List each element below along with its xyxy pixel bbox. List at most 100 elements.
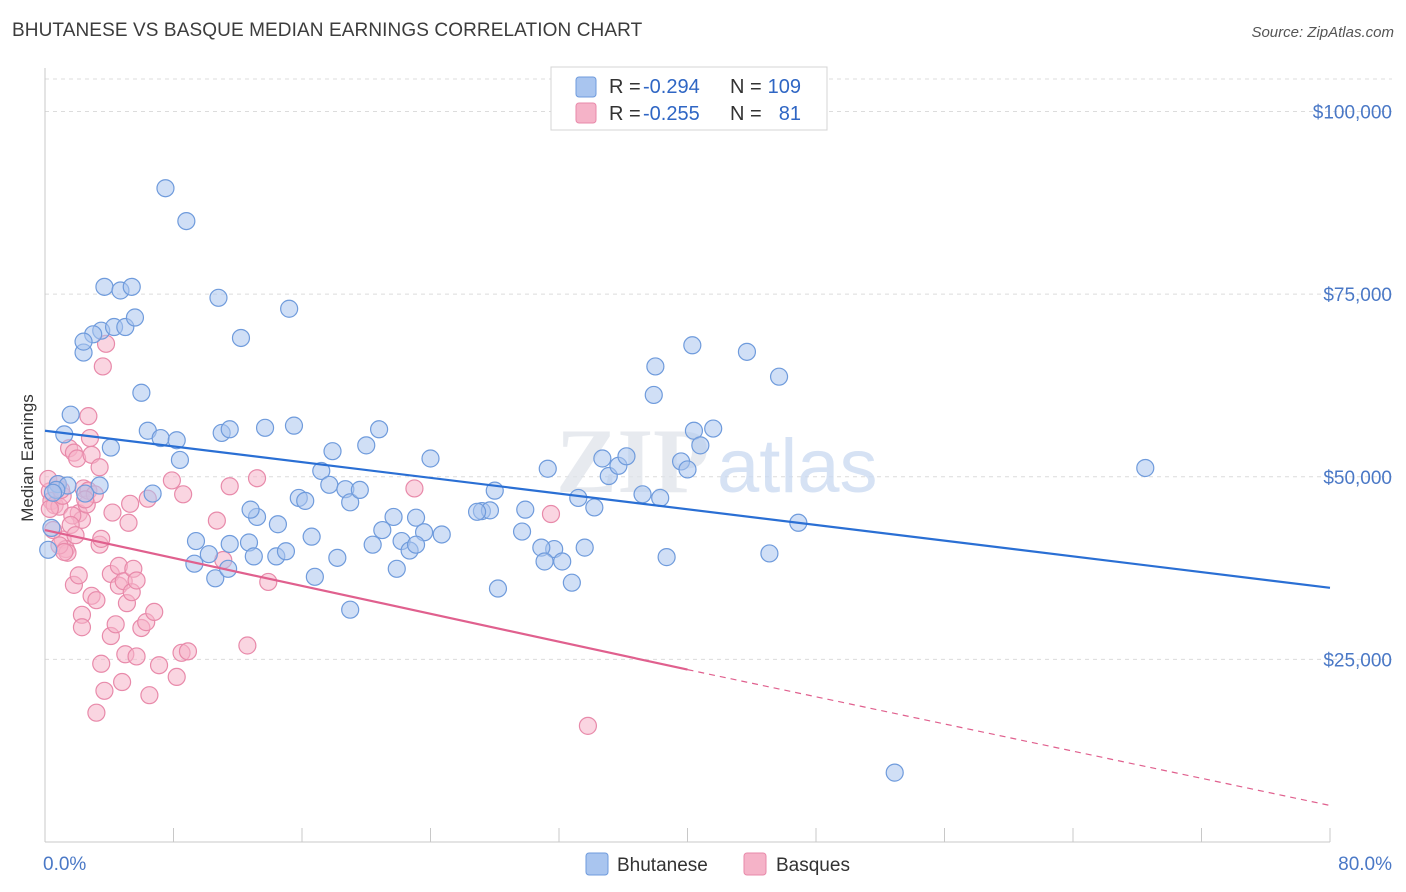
point-bhutanese-59 [562, 573, 581, 592]
point-bhutanese-70 [651, 488, 670, 508]
point-bhutanese-99 [387, 559, 406, 578]
point-bhutanese-12 [231, 328, 251, 348]
point-basques-41 [127, 571, 146, 590]
point-bhutanese-88 [220, 534, 239, 554]
point-bhutanese-77 [704, 419, 723, 438]
chart-title: BHUTANESE VS BASQUE MEDIAN EARNINGS CORR… [12, 20, 643, 41]
point-basques-48 [106, 615, 125, 634]
point-bhutanese-67 [633, 485, 652, 504]
chart-source: Source: ZipAtlas.com [1251, 24, 1394, 41]
point-bhutanese-73 [678, 460, 697, 479]
trend-line-basques [44, 529, 688, 671]
point-basques-19 [93, 357, 112, 376]
point-bhutanese-50 [432, 525, 451, 544]
legend-n-label-2: N = [730, 103, 762, 125]
point-bhutanese-94 [305, 567, 324, 586]
point-bhutanese-110 [76, 484, 95, 503]
point-bhutanese-30 [170, 450, 190, 470]
point-basques-53 [127, 647, 146, 666]
point-bhutanese-96 [341, 600, 360, 619]
point-basques-50 [95, 681, 114, 700]
point-bhutanese-16 [61, 405, 80, 424]
point-bhutanese-48 [406, 508, 426, 527]
point-basques-77 [87, 703, 106, 722]
point-basques-65 [405, 479, 424, 498]
point-bhutanese-55 [516, 500, 535, 519]
legend-box [550, 66, 828, 131]
point-basques-51 [112, 672, 132, 692]
point-bhutanese-87 [206, 569, 225, 588]
legend-swatch-basques [575, 102, 597, 124]
point-basques-17 [90, 458, 109, 477]
y-tick-label-3: $100,000 [1313, 103, 1392, 124]
point-bhutanese-56 [538, 459, 557, 478]
point-basques-55 [149, 656, 169, 675]
point-bhutanese-103 [488, 579, 508, 598]
point-bhutanese-95 [328, 548, 347, 567]
legend-n-value-1: 109 [768, 76, 801, 98]
bottom-legend-swatch-bhutanese [585, 852, 609, 876]
point-bhutanese-37 [241, 500, 260, 519]
point-bhutanese-14 [74, 332, 93, 351]
point-bhutanese-15 [132, 383, 151, 402]
legend-r-label-1: R = [609, 76, 641, 98]
point-bhutanese-25 [284, 416, 304, 435]
y-tick-label-2: $75,000 [1323, 285, 1392, 306]
point-basques-33 [103, 503, 122, 522]
y-tick-label-1: $50,000 [1323, 468, 1392, 489]
point-bhutanese-54 [512, 522, 532, 541]
point-bhutanese-46 [384, 507, 403, 527]
point-basques-54 [140, 686, 159, 705]
watermark-atlas: atlas [717, 424, 878, 509]
point-basques-37 [119, 513, 138, 532]
point-bhutanese-84 [90, 476, 109, 495]
point-bhutanese-24 [255, 418, 275, 437]
point-bhutanese-28 [370, 420, 389, 439]
y-axis-label: Median Earnings [18, 394, 37, 522]
point-bhutanese-23 [220, 420, 239, 439]
bottom-legend-label-bhutanese: Bhutanese [617, 855, 708, 876]
point-bhutanese-68 [646, 357, 665, 376]
y-tick-label-0: $25,000 [1323, 650, 1392, 671]
point-bhutanese-85 [186, 531, 206, 551]
legend-r-value-1: -0.294 [643, 76, 700, 98]
point-bhutanese-44 [341, 493, 360, 512]
legend-bottom: Bhutanese Basques [585, 852, 850, 876]
point-basques-29 [87, 591, 106, 610]
trend-line-bhutanese [44, 429, 1331, 589]
point-bhutanese-79 [760, 544, 779, 563]
point-basques-25 [69, 566, 88, 585]
point-bhutanese-21 [167, 431, 186, 450]
point-basques-68 [162, 471, 181, 490]
point-bhutanese-5 [209, 288, 228, 307]
point-bhutanese-1 [177, 211, 196, 231]
point-bhutanese-0 [156, 179, 175, 198]
point-basques-56 [167, 667, 186, 687]
legend-r-label-2: R = [609, 103, 641, 125]
point-bhutanese-35 [143, 484, 162, 503]
point-bhutanese-93 [302, 527, 321, 546]
point-bhutanese-86 [199, 545, 218, 564]
legend-n-value-2: 81 [779, 103, 801, 125]
point-bhutanese-63 [593, 449, 612, 468]
point-bhutanese-6 [280, 299, 299, 318]
point-bhutanese-42 [320, 475, 339, 494]
point-bhutanese-45 [350, 480, 369, 500]
point-bhutanese-92 [276, 542, 296, 561]
series-bhutanese-points [39, 179, 1155, 782]
point-basques-69 [174, 485, 193, 504]
point-basques-61 [220, 477, 239, 496]
point-bhutanese-90 [244, 547, 263, 566]
point-bhutanese-78 [737, 342, 757, 361]
point-bhutanese-66 [617, 447, 636, 466]
point-bhutanese-4 [122, 277, 141, 296]
y-tick-labels: $25,000 $50,000 $75,000 $100,000 [1313, 103, 1392, 672]
point-basques-66 [541, 504, 561, 524]
point-basques-49 [92, 654, 111, 673]
x-tick-label-max: 80.0% [1338, 854, 1392, 875]
point-bhutanese-34 [43, 483, 63, 502]
grid-lines [45, 78, 1392, 660]
point-bhutanese-41 [312, 461, 331, 481]
point-basques-27 [72, 618, 92, 637]
